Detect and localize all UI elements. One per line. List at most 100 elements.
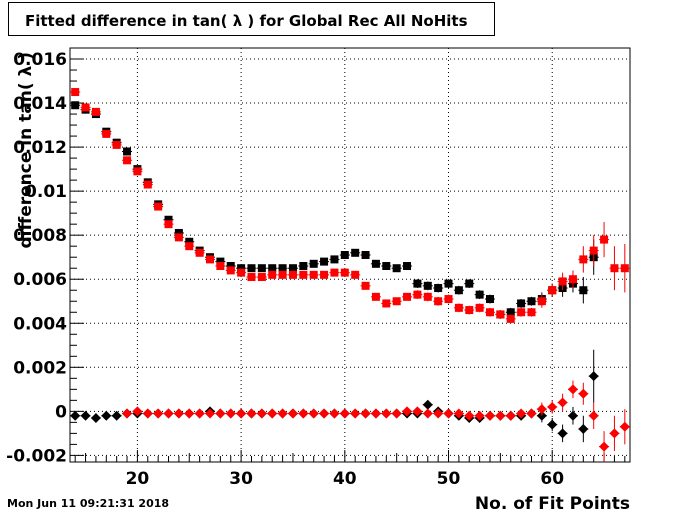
data-point-diamond — [329, 408, 340, 419]
data-point-square — [237, 264, 246, 273]
data-point-square — [143, 180, 152, 189]
data-point-diamond — [567, 384, 578, 395]
data-point-diamond — [70, 410, 81, 421]
data-point-square — [361, 251, 370, 259]
data-point-square — [589, 246, 598, 255]
data-point-diamond — [391, 408, 402, 419]
data-point-square — [154, 202, 163, 211]
data-point-square — [537, 297, 546, 306]
data-point-square — [579, 255, 588, 264]
data-point-square — [71, 88, 80, 97]
data-point-square — [392, 297, 401, 306]
data-point-diamond — [412, 406, 423, 417]
data-point-square — [600, 235, 609, 244]
data-point-diamond — [350, 408, 361, 419]
data-point-square — [454, 303, 463, 312]
series-3 — [122, 380, 630, 462]
data-point-diamond — [443, 408, 454, 419]
data-point-square — [517, 299, 526, 308]
data-point-diamond — [90, 412, 101, 423]
data-point-square — [288, 270, 297, 279]
data-point-square — [548, 286, 557, 295]
data-point-square — [340, 251, 349, 259]
data-point-diamond — [433, 408, 444, 419]
data-point-square — [257, 273, 266, 282]
data-point-diamond — [277, 408, 288, 419]
chart-title: Fitted difference in tan( λ ) for Global… — [25, 12, 468, 30]
data-point-square — [206, 255, 214, 264]
data-point-square — [123, 147, 132, 156]
x-tick-label: 40 — [333, 469, 357, 489]
data-point-diamond — [267, 408, 278, 419]
y-tick-label: 0.008 — [13, 226, 67, 246]
data-point-diamond — [609, 428, 620, 439]
data-point-square — [288, 264, 297, 273]
data-point-diamond — [464, 410, 475, 421]
y-tick-label: 0.014 — [13, 94, 67, 114]
data-point-diamond — [122, 408, 133, 419]
data-point-square — [527, 297, 536, 306]
data-point-diamond — [422, 408, 433, 419]
data-point-square — [423, 281, 432, 290]
y-tick-label: 0.012 — [13, 138, 67, 158]
data-point-diamond — [402, 406, 413, 417]
data-point-diamond — [505, 410, 516, 421]
data-point-diamond — [101, 410, 112, 421]
data-point-square — [486, 308, 494, 317]
x-tick-label: 20 — [126, 469, 150, 489]
x-axis-title: No. of Fit Points — [475, 494, 630, 514]
y-axis-title: difference in tan( λ ) — [16, 52, 36, 249]
data-point-square — [102, 129, 111, 138]
data-point-square — [309, 270, 318, 279]
data-point-diamond — [184, 408, 195, 419]
data-point-diamond — [298, 408, 309, 419]
data-point-diamond — [194, 408, 205, 419]
data-point-square — [434, 297, 443, 306]
data-point-square — [403, 262, 412, 271]
data-point-diamond — [547, 419, 558, 430]
data-point-diamond — [339, 408, 350, 419]
data-point-square — [299, 262, 308, 271]
data-point-square — [112, 140, 121, 149]
data-point-square — [610, 264, 619, 273]
data-point-square — [185, 242, 194, 251]
data-point-square — [413, 279, 422, 288]
data-point-square — [423, 292, 432, 301]
chart-title-box: Fitted difference in tan( λ ) for Global… — [8, 2, 495, 36]
data-point-square — [268, 270, 277, 279]
data-point-square — [320, 257, 329, 266]
data-point-square — [403, 292, 412, 301]
data-point-square — [527, 308, 536, 317]
data-point-diamond — [599, 441, 610, 452]
data-point-square — [382, 262, 391, 271]
data-point-square — [309, 259, 318, 268]
data-point-diamond — [225, 408, 236, 419]
data-point-square — [558, 277, 567, 286]
timestamp: Mon Jun 11 09:21:31 2018 — [7, 497, 170, 510]
data-point-square — [620, 264, 629, 273]
data-point-square — [164, 215, 173, 224]
data-point-square — [475, 290, 484, 299]
data-point-square — [454, 286, 463, 295]
y-tick-label: 0.01 — [25, 182, 67, 202]
data-point-square — [413, 290, 422, 299]
data-point-diamond — [516, 408, 527, 419]
data-point-diamond — [567, 410, 578, 421]
data-point-diamond — [246, 408, 257, 419]
data-point-square — [216, 262, 225, 271]
data-point-square — [164, 220, 173, 229]
data-point-square — [444, 295, 453, 304]
data-point-square — [81, 103, 90, 112]
data-point-square — [174, 228, 183, 237]
data-point-diamond — [578, 388, 589, 399]
data-point-square — [247, 264, 256, 273]
data-point-diamond — [619, 421, 630, 432]
data-point-diamond — [557, 397, 568, 408]
axis-ticks: 20 30 40 50 60 -0.002 0 0.002 0.004 0.006 0.008 0.0… — [6, 47, 626, 489]
data-point-diamond — [360, 408, 371, 419]
data-point-square — [278, 270, 287, 279]
data-point-diamond — [287, 408, 298, 419]
data-point-diamond — [485, 410, 495, 421]
data-point-diamond — [111, 410, 122, 421]
data-point-diamond — [142, 408, 153, 419]
